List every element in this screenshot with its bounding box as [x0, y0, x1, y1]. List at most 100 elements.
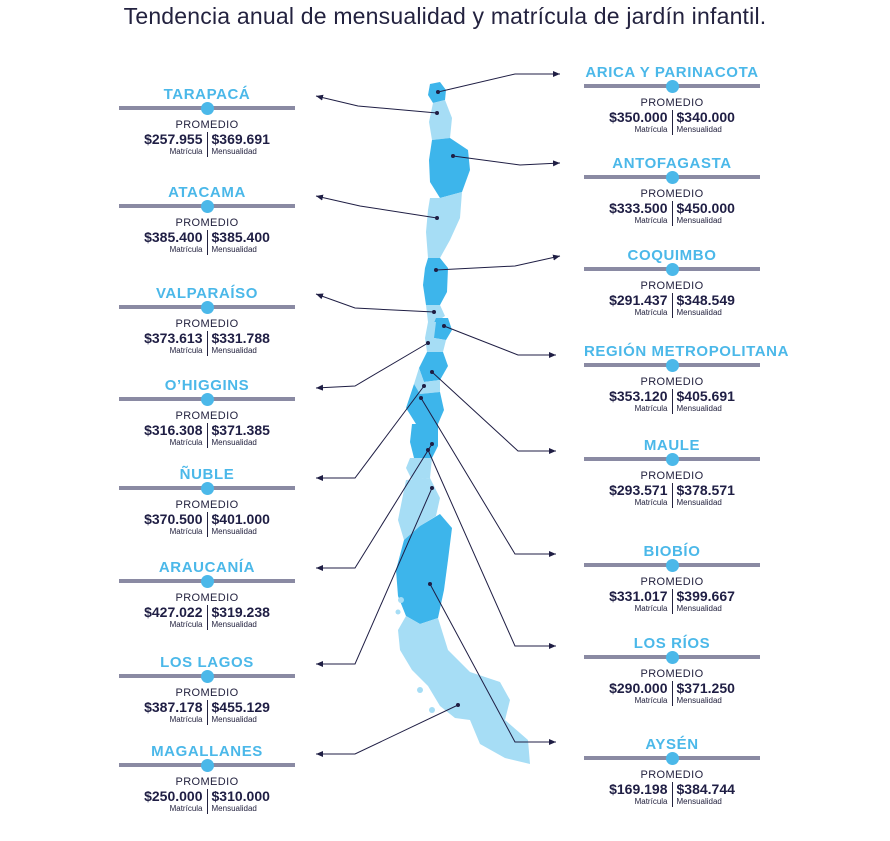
- matricula-label: Matrícula: [634, 216, 668, 225]
- region-values: $427.022 Matrícula $319.238 Mensualidad: [119, 605, 295, 630]
- divider-dot: [665, 558, 679, 572]
- mensualidad-value: $369.691: [211, 131, 270, 147]
- region-name: ÑUBLE: [179, 466, 235, 483]
- matricula-label: Matrícula: [169, 346, 203, 355]
- left-connector-7: [316, 704, 459, 757]
- left-connector-dot-2: [432, 310, 436, 314]
- region-name: O’HIGGINS: [164, 377, 250, 394]
- left-connector-3: [315, 342, 429, 391]
- matricula-label: Matrícula: [634, 498, 668, 507]
- matricula-value: $350.000: [609, 109, 668, 125]
- divider-dot: [200, 481, 214, 495]
- region-values: $353.120 Matrícula $405.691 Mensualidad: [584, 389, 760, 414]
- right-connector-6: [427, 449, 556, 649]
- matricula-value: $169.198: [609, 781, 668, 797]
- region-card: VALPARAÍSO PROMEDIO $373.613 Matrícula $…: [119, 284, 295, 356]
- divider-dot: [200, 392, 214, 406]
- right-connector-7: [429, 583, 556, 745]
- region-card: ARAUCANÍA PROMEDIO $427.022 Matrícula $3…: [119, 558, 295, 630]
- left-connector-4: [316, 385, 425, 481]
- left-connector-6: [316, 487, 433, 667]
- matricula-value: $257.955: [144, 131, 203, 147]
- mensualidad-label: Mensualidad: [211, 715, 257, 724]
- region-divider: [584, 452, 760, 466]
- promedio-label: PROMEDIO: [640, 188, 704, 200]
- map-region-ohiggins: [425, 322, 446, 352]
- map-region-coquimbo: [423, 258, 448, 305]
- region-values: $385.400 Matrícula $385.400 Mensualidad: [119, 230, 295, 255]
- region-values: $370.500 Matrícula $401.000 Mensualidad: [119, 512, 295, 537]
- matricula-label: Matrícula: [169, 527, 203, 536]
- left-connector-5: [316, 443, 433, 571]
- divider-dot: [200, 758, 214, 772]
- map-region-araucania: [410, 424, 438, 458]
- matricula-value: $387.178: [144, 699, 203, 715]
- mensualidad-value: $399.667: [676, 588, 735, 604]
- map-region-tarapaca: [429, 100, 452, 140]
- left-connector-dot-5: [430, 442, 434, 446]
- region-card: LOS RÍOS PROMEDIO $290.000 Matrícula $37…: [584, 634, 760, 706]
- matricula-value: $250.000: [144, 788, 203, 804]
- region-name: LOS LAGOS: [160, 654, 254, 671]
- region-values: $169.198 Matrícula $384.744 Mensualidad: [584, 782, 760, 807]
- matricula-label: Matrícula: [169, 715, 203, 724]
- left-connector-dot-0: [435, 111, 439, 115]
- region-name: COQUIMBO: [627, 247, 717, 264]
- mensualidad-value: $378.571: [676, 482, 735, 498]
- right-connector-dot-6: [426, 448, 430, 452]
- map-region-metropolitana: [432, 318, 452, 340]
- region-values: $350.000 Matrícula $340.000 Mensualidad: [584, 110, 760, 135]
- right-connector-2: [435, 254, 561, 271]
- mensualidad-value: $450.000: [676, 200, 735, 216]
- right-connector-5: [420, 397, 556, 557]
- divider-dot: [665, 650, 679, 664]
- mensualidad-label: Mensualidad: [211, 804, 257, 813]
- divider-dot: [665, 170, 679, 184]
- mensualidad-value: $319.238: [211, 604, 270, 620]
- mensualidad-label: Mensualidad: [211, 620, 257, 629]
- divider-dot: [665, 452, 679, 466]
- region-values: $373.613 Matrícula $331.788 Mensualidad: [119, 331, 295, 356]
- region-name: TARAPACÁ: [163, 86, 251, 103]
- mensualidad-label: Mensualidad: [676, 125, 722, 134]
- matricula-label: Matrícula: [634, 604, 668, 613]
- region-divider: [584, 262, 760, 276]
- matricula-value: $373.613: [144, 330, 203, 346]
- region-name: BIOBÍO: [643, 543, 701, 560]
- region-card: COQUIMBO PROMEDIO $291.437 Matrícula $34…: [584, 246, 760, 318]
- right-connector-dot-4: [430, 370, 434, 374]
- region-divider: [584, 358, 760, 372]
- region-name: ARICA Y PARINACOTA: [585, 64, 759, 81]
- region-values: $257.955 Matrícula $369.691 Mensualidad: [119, 132, 295, 157]
- matricula-value: $290.000: [609, 680, 668, 696]
- map-region-valparaiso: [426, 305, 445, 322]
- promedio-label: PROMEDIO: [175, 776, 239, 788]
- map-region-atacama: [426, 192, 462, 258]
- matricula-value: $333.500: [609, 200, 668, 216]
- mensualidad-value: $371.250: [676, 680, 735, 696]
- region-card: ÑUBLE PROMEDIO $370.500 Matrícula $401.0…: [119, 465, 295, 537]
- mensualidad-value: $384.744: [676, 781, 735, 797]
- divider-dot: [665, 262, 679, 276]
- promedio-label: PROMEDIO: [175, 217, 239, 229]
- region-divider: [584, 751, 760, 765]
- divider-dot: [200, 574, 214, 588]
- mensualidad-label: Mensualidad: [211, 438, 257, 447]
- region-name: LOS RÍOS: [633, 635, 711, 652]
- region-values: $290.000 Matrícula $371.250 Mensualidad: [584, 681, 760, 706]
- region-divider: [584, 650, 760, 664]
- left-connector-2: [315, 293, 435, 313]
- region-values: $250.000 Matrícula $310.000 Mensualidad: [119, 789, 295, 814]
- promedio-label: PROMEDIO: [175, 499, 239, 511]
- map-region-maule: [419, 352, 448, 382]
- promedio-label: PROMEDIO: [175, 687, 239, 699]
- region-name: ARAUCANÍA: [158, 559, 256, 576]
- region-divider: [584, 79, 760, 93]
- mensualidad-label: Mensualidad: [211, 527, 257, 536]
- region-name: VALPARAÍSO: [155, 285, 259, 302]
- mensualidad-label: Mensualidad: [676, 696, 722, 705]
- matricula-value: $291.437: [609, 292, 668, 308]
- region-divider: [119, 300, 295, 314]
- map-region-nuble: [414, 368, 440, 394]
